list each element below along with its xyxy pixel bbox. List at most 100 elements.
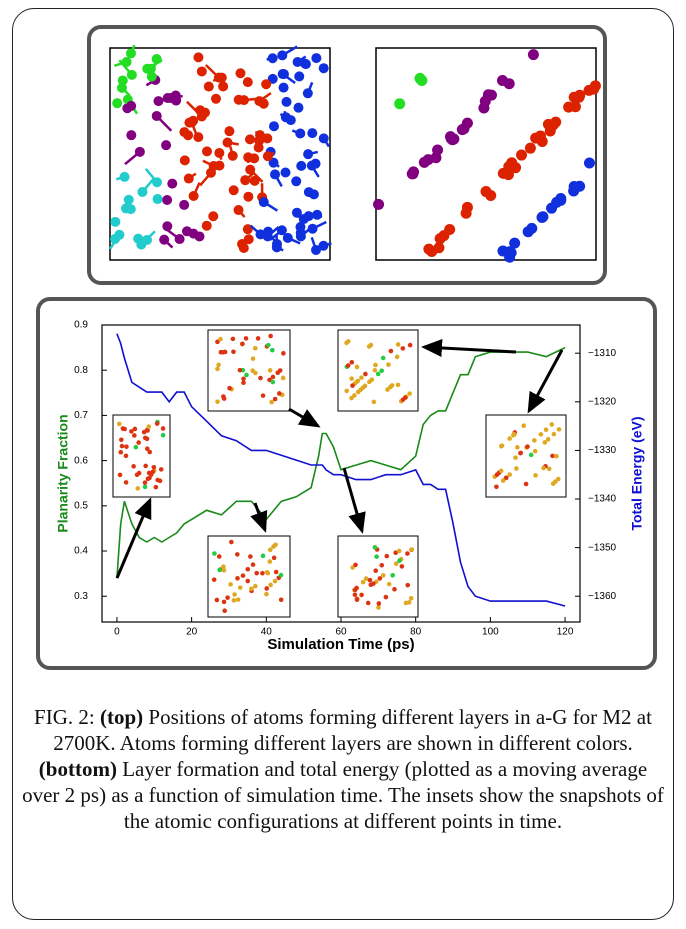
atom xyxy=(267,53,278,64)
atom xyxy=(254,570,259,576)
atom xyxy=(280,167,291,178)
atom xyxy=(238,242,249,253)
atom xyxy=(394,354,400,360)
atom xyxy=(349,376,354,381)
atom xyxy=(569,101,581,113)
atom xyxy=(373,198,385,210)
atom xyxy=(500,478,506,483)
atom xyxy=(126,130,137,141)
atom xyxy=(153,484,159,490)
figure-frame xyxy=(12,8,674,920)
atom xyxy=(376,605,381,610)
atom xyxy=(418,156,430,168)
atom xyxy=(365,600,371,606)
atom xyxy=(181,226,192,237)
atom xyxy=(250,356,256,361)
atom xyxy=(261,79,272,90)
arrow xyxy=(288,407,321,428)
atom xyxy=(546,466,552,472)
atom xyxy=(363,576,369,581)
atom xyxy=(211,577,217,582)
atom xyxy=(224,126,235,137)
atom xyxy=(243,191,254,202)
atom xyxy=(363,371,368,377)
series-line xyxy=(116,333,566,607)
atom xyxy=(272,396,278,402)
atom xyxy=(551,431,557,437)
atom xyxy=(275,370,281,375)
atom xyxy=(448,133,460,145)
atom xyxy=(352,587,358,593)
atom xyxy=(136,440,141,445)
arrow xyxy=(250,502,268,533)
atom xyxy=(350,383,355,388)
atom xyxy=(298,214,309,225)
atom xyxy=(282,232,293,243)
atom xyxy=(188,190,199,201)
atom xyxy=(119,171,130,182)
inset xyxy=(207,535,291,618)
atom xyxy=(367,577,373,583)
atom xyxy=(550,453,555,459)
x-tick-label: 120 xyxy=(557,627,574,638)
atom xyxy=(408,595,414,601)
atom xyxy=(307,128,318,139)
atom xyxy=(214,147,225,158)
atom xyxy=(407,391,412,396)
atom xyxy=(230,336,236,342)
atom xyxy=(354,379,360,385)
atom xyxy=(444,224,456,236)
atom xyxy=(270,374,276,380)
arrows xyxy=(115,338,564,579)
atom xyxy=(151,465,157,470)
atom xyxy=(514,466,519,471)
atom xyxy=(225,595,230,600)
atom xyxy=(114,229,125,240)
atom xyxy=(123,453,129,459)
atom xyxy=(248,554,253,559)
atom xyxy=(134,146,145,157)
x-tick-label: 100 xyxy=(482,627,499,638)
atom xyxy=(507,436,512,441)
series-line xyxy=(116,346,566,579)
atom xyxy=(112,98,123,109)
atom xyxy=(405,582,411,588)
atom xyxy=(235,68,246,79)
atom xyxy=(388,384,393,390)
atom xyxy=(245,566,251,572)
atom xyxy=(400,346,406,351)
atom xyxy=(214,597,220,603)
atom xyxy=(146,71,157,82)
atom xyxy=(294,71,305,82)
atom xyxy=(502,169,514,181)
atom xyxy=(386,362,391,367)
atom xyxy=(375,371,381,377)
atom xyxy=(196,66,207,77)
atom xyxy=(212,551,217,556)
y2-tick-label: −1320 xyxy=(588,396,617,407)
atom xyxy=(434,233,446,245)
atom xyxy=(392,587,397,592)
arrow xyxy=(527,349,564,414)
caption: FIG. 2: (top) Positions of atoms forming… xyxy=(22,704,664,834)
atom xyxy=(352,592,358,598)
atom xyxy=(270,347,275,353)
y-tick-label: 0.7 xyxy=(74,410,88,421)
atom xyxy=(146,424,152,429)
x-tick-label: 20 xyxy=(186,627,198,638)
atom xyxy=(119,437,124,443)
atom xyxy=(509,237,521,249)
atom xyxy=(523,481,529,487)
atoms-right xyxy=(375,47,597,261)
atom xyxy=(151,54,162,65)
atom xyxy=(318,133,329,144)
atom xyxy=(372,367,378,373)
atom xyxy=(142,484,148,490)
figure: 0 20 40 60 80 100 120 0.3 0.4 0.5 0.6 0.7 0.8 0.9 −131… xyxy=(36,25,657,670)
y-tick-label: 0.3 xyxy=(74,591,88,602)
atom xyxy=(110,216,121,227)
atom xyxy=(131,464,136,469)
atom xyxy=(240,573,246,578)
atom xyxy=(349,359,355,365)
atom xyxy=(228,582,233,587)
